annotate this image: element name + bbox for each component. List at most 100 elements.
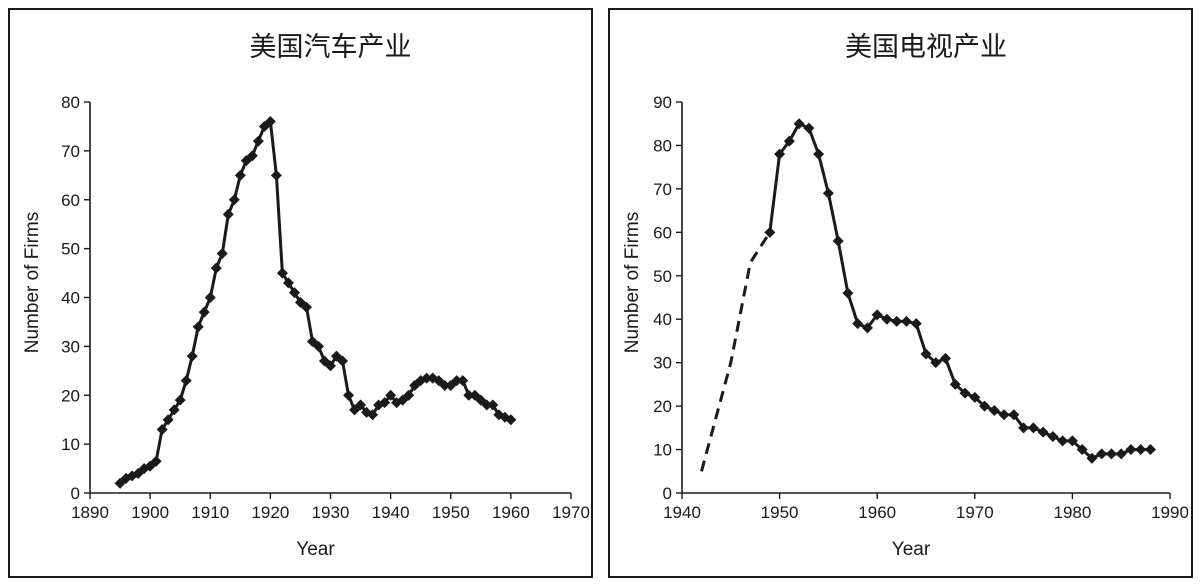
x-tick-label: 1970 xyxy=(956,503,994,522)
x-tick-label: 1910 xyxy=(191,503,229,522)
x-axis-label: Year xyxy=(296,539,335,560)
data-point xyxy=(774,148,786,160)
data-point xyxy=(186,350,198,362)
tv-industry-chart: 美国电视产业 0 10 20 30 40 50 60 70 80 90 1940 1950 1960 197… xyxy=(622,32,1189,560)
data-point xyxy=(949,378,961,390)
y-tick-label: 70 xyxy=(653,180,672,199)
data-point xyxy=(282,277,294,289)
y-axis-label: Number of Firms xyxy=(22,212,43,353)
data-point xyxy=(234,169,246,181)
data-point xyxy=(210,262,222,274)
data-point xyxy=(1096,448,1108,460)
y-tick-label: 60 xyxy=(653,223,672,242)
data-point xyxy=(803,122,815,134)
data-point xyxy=(783,135,795,147)
data-point xyxy=(246,150,258,162)
y-tick-label: 30 xyxy=(653,354,672,373)
data-point xyxy=(192,321,204,333)
data-point xyxy=(228,194,240,206)
y-tick-label: 60 xyxy=(61,191,80,210)
data-point xyxy=(481,399,493,411)
data-point xyxy=(276,267,288,279)
data-point xyxy=(174,394,186,406)
x-tick-label: 1990 xyxy=(1151,503,1189,522)
chart-title: 美国电视产业 xyxy=(845,32,1007,63)
data-point xyxy=(959,387,971,399)
data-point xyxy=(793,118,805,130)
data-point xyxy=(852,318,864,330)
data-point xyxy=(300,301,312,313)
data-point xyxy=(270,169,282,181)
chart-title: 美国汽车产业 xyxy=(250,32,412,63)
data-point xyxy=(216,248,228,260)
data-point xyxy=(198,306,210,318)
data-point xyxy=(1008,409,1020,421)
data-point xyxy=(367,409,379,421)
y-tick-label: 40 xyxy=(61,289,80,308)
y-axis-label: Number of Firms xyxy=(622,212,643,353)
y-tick-label: 50 xyxy=(653,267,672,286)
data-point xyxy=(156,423,168,435)
data-point xyxy=(150,455,162,467)
data-point xyxy=(204,292,216,303)
series-line xyxy=(768,122,1152,460)
x-axis-label: Year xyxy=(892,539,931,560)
x-tick-label: 1960 xyxy=(858,503,896,522)
data-point xyxy=(439,379,451,391)
y-tick-label: 80 xyxy=(61,93,80,112)
y-tick-label: 80 xyxy=(653,136,672,155)
data-point xyxy=(379,397,391,409)
data-point xyxy=(1027,422,1039,434)
data-point xyxy=(979,400,991,412)
data-point xyxy=(162,414,174,426)
data-point xyxy=(1125,444,1137,456)
data-point xyxy=(998,409,1010,421)
data-point xyxy=(1144,444,1156,456)
data-point xyxy=(1018,422,1030,434)
data-point xyxy=(822,187,834,199)
x-tick-label: 1950 xyxy=(432,503,470,522)
data-point xyxy=(403,389,415,401)
data-point xyxy=(1105,448,1117,460)
x-tick-label: 1930 xyxy=(312,503,350,522)
data-point xyxy=(940,352,952,364)
data-point xyxy=(1135,444,1147,456)
y-tick-label: 50 xyxy=(61,240,80,259)
data-point xyxy=(900,315,912,327)
data-point xyxy=(871,309,883,321)
x-tick-label: 1980 xyxy=(1053,503,1091,522)
data-point xyxy=(881,313,893,325)
data-point xyxy=(312,340,324,352)
auto-industry-chart: 美国汽车产业 0 10 20 30 40 50 60 70 80 1890 1900 1910 1920 1… xyxy=(22,32,590,560)
data-point xyxy=(842,287,854,299)
y-tick-label: 20 xyxy=(653,397,672,416)
data-point xyxy=(930,357,942,369)
y-tick-label: 0 xyxy=(663,484,672,503)
data-point xyxy=(457,375,469,387)
y-tick-label: 0 xyxy=(71,484,80,503)
y-tick-label: 70 xyxy=(61,142,80,161)
y-tick-label: 10 xyxy=(61,435,80,454)
data-point xyxy=(264,116,276,128)
data-point xyxy=(1066,435,1078,447)
data-point xyxy=(764,226,776,238)
y-tick-label: 10 xyxy=(653,441,672,460)
data-point xyxy=(813,148,825,160)
y-tick-label: 20 xyxy=(61,386,80,405)
data-point xyxy=(1115,448,1127,460)
x-tick-label: 1940 xyxy=(372,503,410,522)
y-tick-label: 90 xyxy=(653,93,672,112)
series-line-dashed xyxy=(700,231,772,472)
tv-industry-chart-panel: 美国电视产业 0 10 20 30 40 50 60 70 80 90 1940 1950 1960 197… xyxy=(608,8,1193,578)
data-point xyxy=(1037,426,1049,438)
data-point xyxy=(343,389,355,401)
data-point xyxy=(355,399,367,411)
x-tick-label: 1950 xyxy=(761,503,799,522)
data-point xyxy=(505,414,517,426)
data-point xyxy=(988,404,1000,416)
data-point xyxy=(1086,452,1098,464)
series-line xyxy=(118,120,513,485)
data-point xyxy=(487,399,499,411)
data-point xyxy=(861,322,873,334)
data-point xyxy=(451,375,463,387)
